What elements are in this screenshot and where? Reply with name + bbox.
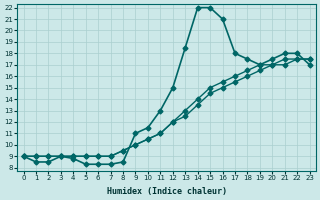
X-axis label: Humidex (Indice chaleur): Humidex (Indice chaleur) xyxy=(107,187,227,196)
